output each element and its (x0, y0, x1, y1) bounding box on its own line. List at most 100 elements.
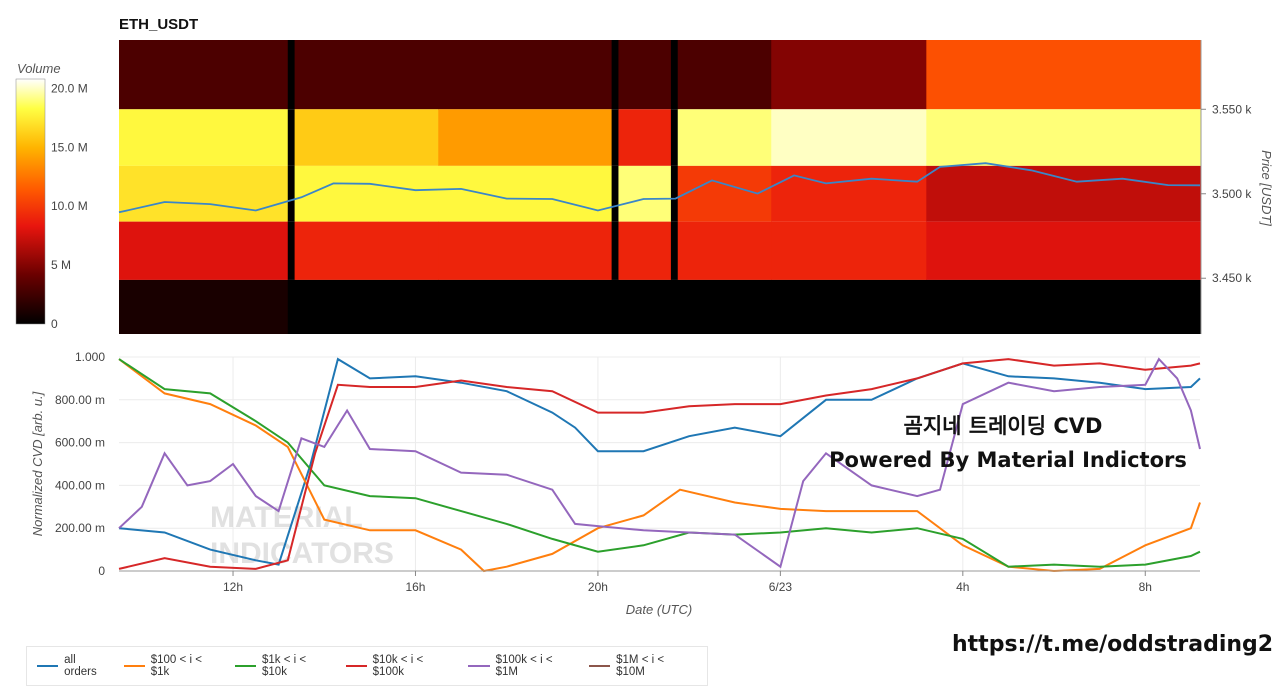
heatmap-cell (119, 40, 289, 110)
heatmap-cell (294, 279, 439, 334)
heatmap-cell (771, 40, 927, 110)
heatmap-cell (670, 279, 679, 334)
heatmap-cell (438, 109, 613, 166)
cvd-axis-title: Normalized CVD [arb. u.] (30, 391, 45, 536)
price-tick-label: 3.550 k (1212, 102, 1252, 116)
heatmap-cell (677, 279, 772, 334)
x-axis-title: Date (UTC) (626, 602, 692, 617)
heatmap-cell (611, 279, 619, 334)
x-tick-label: 16h (405, 580, 425, 594)
heatmap-cell (618, 40, 672, 110)
legend-item[interactable]: $100k < i < $1M (468, 654, 575, 678)
heatmap-cell (618, 109, 672, 166)
legend-label: all orders (64, 654, 97, 678)
heatmap-cell (677, 40, 772, 110)
colorbar-tick-label: 15.0 M (51, 140, 88, 154)
heatmap-cell (771, 221, 927, 280)
legend-label: $1M < i < $10M (616, 654, 665, 678)
legend-item[interactable]: all orders (37, 654, 110, 678)
heatmap-cell (926, 221, 1201, 280)
legend: all orders $100 < i < $1k $1k < i < $10k $1… (26, 646, 708, 686)
heatmap-cell (611, 165, 619, 222)
heatmap-cell (287, 279, 296, 334)
legend-label: $10k < i < $100k (372, 654, 424, 678)
heatmap-cell (618, 279, 672, 334)
colorbar-tick-label: 20.0 M (51, 81, 88, 95)
cvd-tick-label: 800.00 m (55, 393, 105, 407)
heatmap-cell (294, 40, 439, 110)
cvd-lines (118, 357, 1201, 573)
heatmap-cell (119, 109, 289, 166)
x-tick-label: 8h (1139, 580, 1152, 594)
heatmap-cell (677, 221, 772, 280)
legend-swatch (37, 665, 59, 667)
heatmap (119, 40, 1201, 334)
heatmap-cell (926, 109, 1201, 166)
cvd-series-s100_1k (118, 358, 1201, 573)
colorbar-tick-label: 10.0 M (51, 199, 88, 213)
colorbar-tick-label: 0 (51, 317, 58, 331)
heatmap-cell (618, 221, 672, 280)
telegram-link[interactable]: https://t.me/oddstrading2 (952, 632, 1274, 657)
watermark-line1: MATERIAL (210, 501, 363, 534)
colorbar-ticks: 20.0 M 15.0 M 10.0 M 5 M 0 (51, 81, 88, 331)
cvd-tick-label: 0 (98, 564, 105, 578)
overlay-subtitle: Powered By Material Indictors (829, 448, 1187, 472)
legend-swatch (468, 665, 490, 667)
price-tick-label: 3.500 k (1212, 187, 1252, 201)
legend-item[interactable]: $1M < i < $10M (588, 654, 693, 678)
cvd-series-all_orders (118, 357, 1201, 566)
colorbar (15, 78, 46, 325)
overlay-title: 곰지네 트레이딩 CVD (904, 414, 1103, 438)
legend-item[interactable]: $100 < i < $1k (123, 654, 221, 678)
heatmap-cell (287, 40, 296, 110)
heatmap-cell (771, 165, 927, 222)
x-tick-label: 4h (956, 580, 969, 594)
heatmap-cell (287, 109, 296, 166)
legend-swatch (234, 665, 257, 667)
heatmap-cell (771, 279, 927, 334)
cvd-series-s10k_100k (118, 358, 1201, 570)
heatmap-cell (438, 40, 613, 110)
legend-label: $100 < i < $1k (150, 654, 202, 678)
heatmap-cell (670, 221, 679, 280)
heatmap-cell (611, 40, 619, 110)
heatmap-cell (438, 221, 613, 280)
cvd-plot-area (119, 357, 1200, 571)
heatmap-cell (670, 165, 679, 222)
heatmap-cell (926, 165, 1201, 222)
watermark-line2: INDICATORS (210, 537, 394, 570)
price-axis-title: Price [USDT] (1259, 150, 1274, 226)
price-line (118, 162, 1201, 214)
cvd-tick-label: 1.000 (75, 350, 105, 364)
heatmap-cell (618, 165, 672, 222)
heatmap-cell (294, 165, 439, 222)
cvd-tick-label: 600.00 m (55, 436, 105, 450)
legend-swatch (588, 665, 611, 667)
legend-item[interactable]: $1k < i < $10k (234, 654, 332, 678)
price-axis: 3.550 k 3.500 k 3.450 k (1200, 40, 1252, 334)
x-tick-label: 20h (588, 580, 608, 594)
heatmap-cell (926, 40, 1201, 110)
colorbar-tick-label: 5 M (51, 258, 71, 272)
legend-swatch (123, 665, 145, 667)
heatmap-cell (926, 279, 1201, 334)
cvd-tick-label: 400.00 m (55, 478, 105, 492)
price-tick-label: 3.450 k (1212, 271, 1252, 285)
x-tick-label: 12h (223, 580, 243, 594)
heatmap-cell (611, 109, 619, 166)
legend-label: $100k < i < $1M (495, 654, 553, 678)
cvd-series-s100k_1m (118, 357, 1201, 569)
heatmap-cell (670, 40, 679, 110)
legend-swatch (345, 665, 367, 667)
heatmap-cell (294, 109, 439, 166)
legend-item[interactable]: $10k < i < $100k (345, 654, 455, 678)
heatmap-cell (611, 221, 619, 280)
cvd-tick-label: 200.00 m (55, 521, 105, 535)
heatmap-cell (287, 165, 296, 222)
heatmap-cell (670, 109, 679, 166)
heatmap-cell (438, 165, 613, 222)
heatmap-cell (771, 109, 927, 166)
heatmap-cell (294, 221, 439, 280)
